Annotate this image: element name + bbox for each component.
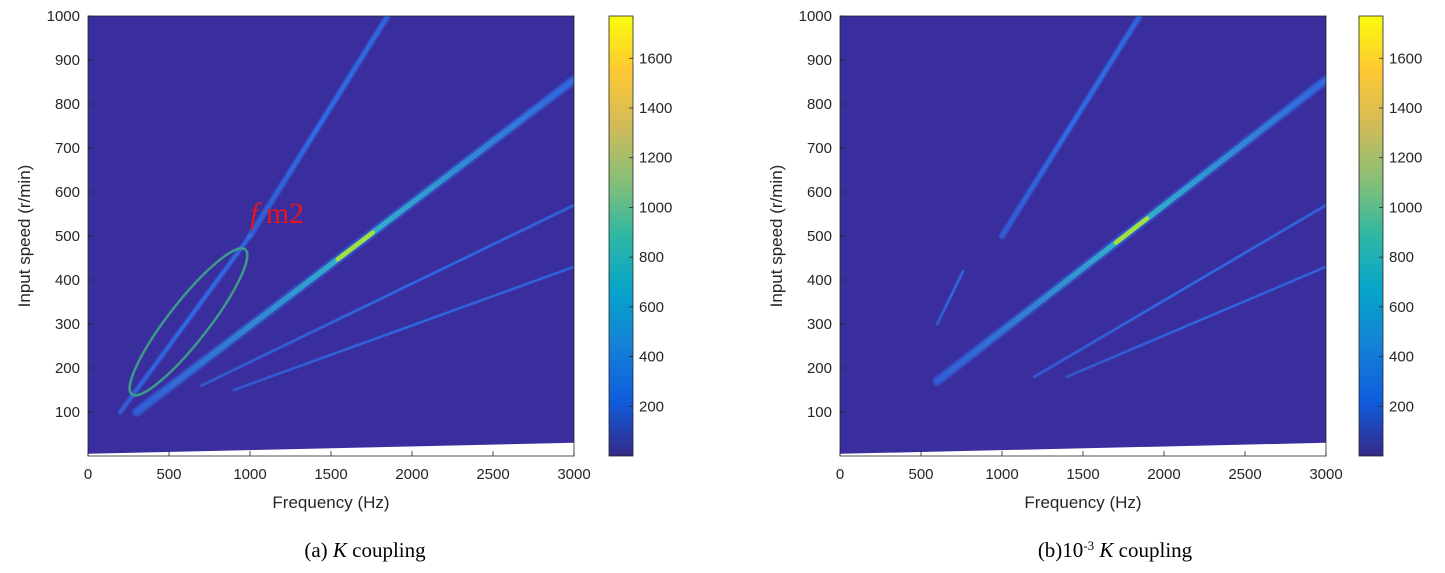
- colorbar-tick-label: 1200: [639, 150, 672, 167]
- colorbar-tick-label: 800: [639, 249, 664, 266]
- ridge-line: [118, 234, 252, 414]
- colorbar-tick-label: 400: [1389, 349, 1414, 366]
- y-tick-label: 600: [55, 184, 80, 201]
- panel-caption: (a) K coupling: [304, 538, 426, 562]
- colorbar-tick-label: 400: [639, 349, 664, 366]
- colorbar: [1358, 15, 1384, 457]
- y-tick-label: 900: [55, 52, 80, 69]
- heatmap-background: [88, 16, 574, 456]
- y-axis-label: Input speed (r/min): [15, 165, 34, 308]
- colorbar-tick-label: 200: [639, 398, 664, 415]
- y-axis-label: Input speed (r/min): [767, 165, 786, 308]
- panel-a: f m2 0 500 1000 1500 2000 2500 3000 100 200 300 400…: [15, 8, 672, 562]
- x-tick-label: 500: [156, 466, 181, 483]
- ridge-peak: [335, 230, 375, 262]
- colorbar-tick-label: 600: [1389, 299, 1414, 316]
- unsampled-region: [840, 442, 1326, 456]
- x-tick-label: 0: [836, 466, 844, 483]
- ridge-line: [232, 265, 574, 391]
- x-tick-label: 1000: [985, 466, 1018, 483]
- x-tick-label: 2000: [1147, 466, 1180, 483]
- ridge-line: [1033, 204, 1326, 378]
- x-tick-label: 500: [908, 466, 933, 483]
- y-tick-label: 100: [55, 404, 80, 421]
- colorbar-tick-label: 1000: [1389, 199, 1422, 216]
- ridge-line: [248, 16, 390, 238]
- y-tick-label: 300: [807, 316, 832, 333]
- x-tick-label: 2500: [1228, 466, 1261, 483]
- colorbar-tick-label: 1400: [1389, 100, 1422, 117]
- y-tick-label: 200: [807, 360, 832, 377]
- highlight-ellipse: [128, 247, 249, 397]
- panel-caption: (b)10-3 K coupling: [1038, 538, 1193, 563]
- x-tick-label: 1500: [314, 466, 347, 483]
- y-tick-label: 200: [55, 360, 80, 377]
- ridge-line: [936, 270, 965, 326]
- x-tick-label: 1000: [233, 466, 266, 483]
- x-tick-label: 3000: [557, 466, 590, 483]
- y-tick-label: 400: [55, 272, 80, 289]
- y-tick-label: 100: [807, 404, 832, 421]
- ridge-line: [1065, 265, 1326, 378]
- unsampled-region: [88, 442, 574, 456]
- x-tick-label: 0: [84, 466, 92, 483]
- colorbar-tick-label: 1200: [1389, 150, 1422, 167]
- y-tick-label: 600: [807, 184, 832, 201]
- ridge-line: [1000, 16, 1142, 238]
- colorbar-tick-label: 1000: [639, 199, 672, 216]
- y-tick-label: 500: [55, 228, 80, 245]
- heatmap-background: [840, 16, 1326, 456]
- colorbar: [608, 15, 634, 457]
- fm2-annotation: f m2: [250, 197, 304, 230]
- ridge-peak: [1113, 216, 1150, 245]
- y-tick-label: 900: [807, 52, 832, 69]
- y-tick-label: 800: [807, 96, 832, 113]
- y-tick-label: 400: [807, 272, 832, 289]
- y-tick-label: 700: [55, 140, 80, 157]
- x-tick-label: 1500: [1066, 466, 1099, 483]
- y-tick-label: 300: [55, 316, 80, 333]
- x-tick-label: 3000: [1309, 466, 1342, 483]
- x-axis-label: Frequency (Hz): [272, 493, 389, 512]
- colorbar-tick-label: 200: [1389, 398, 1414, 415]
- panel-b: 0 500 1000 1500 2000 2500 3000 100 200 300 400 500 6…: [767, 8, 1422, 562]
- x-tick-label: 2500: [476, 466, 509, 483]
- colorbar-tick-label: 1400: [639, 100, 672, 117]
- colorbar-tick-label: 800: [1389, 249, 1414, 266]
- y-tick-label: 1000: [799, 8, 832, 25]
- x-tick-label: 2000: [395, 466, 428, 483]
- y-tick-label: 800: [55, 96, 80, 113]
- colorbar-tick-label: 1600: [1389, 50, 1422, 67]
- x-axis-label: Frequency (Hz): [1024, 493, 1141, 512]
- y-tick-label: 700: [807, 140, 832, 157]
- ridge-line: [200, 204, 574, 387]
- colorbar-tick-label: 1600: [639, 50, 672, 67]
- y-tick-label: 1000: [47, 8, 80, 25]
- y-tick-label: 500: [807, 228, 832, 245]
- colorbar-tick-label: 600: [639, 299, 664, 316]
